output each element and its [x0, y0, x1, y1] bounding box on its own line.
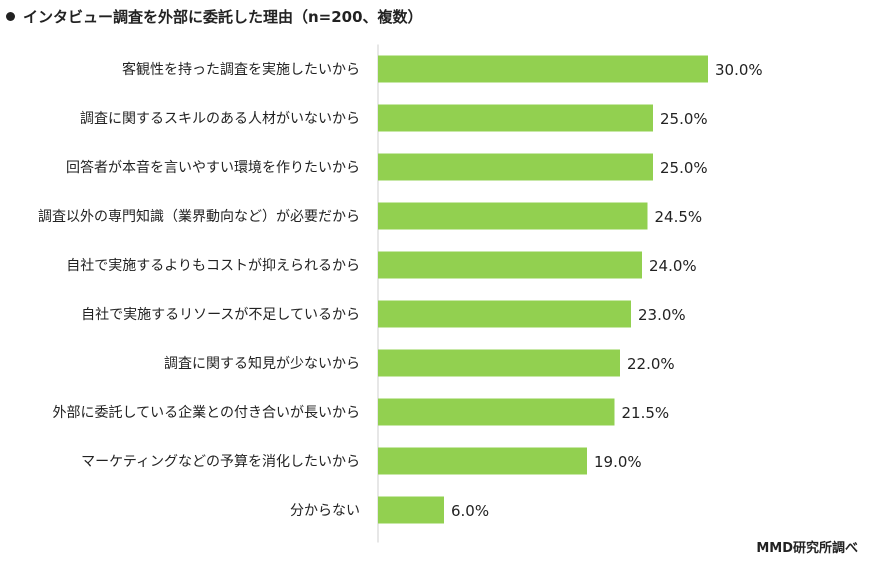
bar [378, 349, 620, 377]
category-label: 回答者が本音を言いやすい環境を作りたいから [66, 159, 360, 176]
bar [378, 104, 653, 132]
category-label: 調査に関するスキルのある人材がいないから [80, 111, 360, 127]
category-label: 自社で実施するよりもコストが抑えられるから [66, 258, 360, 274]
chart-title: インタビュー調査を外部に委託した理由（n=200、複数） [23, 8, 423, 26]
value-label: 30.0% [715, 61, 763, 79]
category-label: 調査に関する知見が少ないから [164, 355, 360, 372]
value-label: 19.0% [594, 453, 642, 471]
source-note: MMD研究所調べ [756, 541, 858, 556]
bar [378, 251, 642, 279]
bar [378, 202, 648, 230]
category-label: 自社で実施するリソースが不足しているから [81, 307, 360, 323]
bar [378, 398, 615, 426]
chart-title-row: インタビュー調査を外部に委託した理由（n=200、複数） [6, 6, 423, 27]
category-label: 分からない [290, 503, 360, 519]
category-label: 客観性を持った調査を実施したいから [122, 61, 360, 78]
value-label: 22.0% [627, 355, 675, 373]
bar [378, 496, 444, 524]
category-label: 外部に委託している企業との付き合いが長いから [53, 404, 360, 421]
category-label: 調査以外の専門知識（業界動向など）が必要だから [38, 208, 360, 225]
value-label: 25.0% [660, 159, 708, 177]
bullet-icon [6, 12, 15, 21]
bar [378, 447, 587, 475]
value-label: 24.5% [655, 208, 703, 226]
value-label: 24.0% [649, 257, 697, 275]
value-label: 25.0% [660, 110, 708, 128]
bar [378, 55, 708, 83]
category-label: マーケティングなどの予算を消化したいから [81, 454, 360, 470]
bar [378, 300, 631, 328]
value-label: 21.5% [622, 404, 670, 422]
bar [378, 153, 653, 181]
value-label: 23.0% [638, 306, 686, 324]
value-label: 6.0% [451, 502, 489, 520]
